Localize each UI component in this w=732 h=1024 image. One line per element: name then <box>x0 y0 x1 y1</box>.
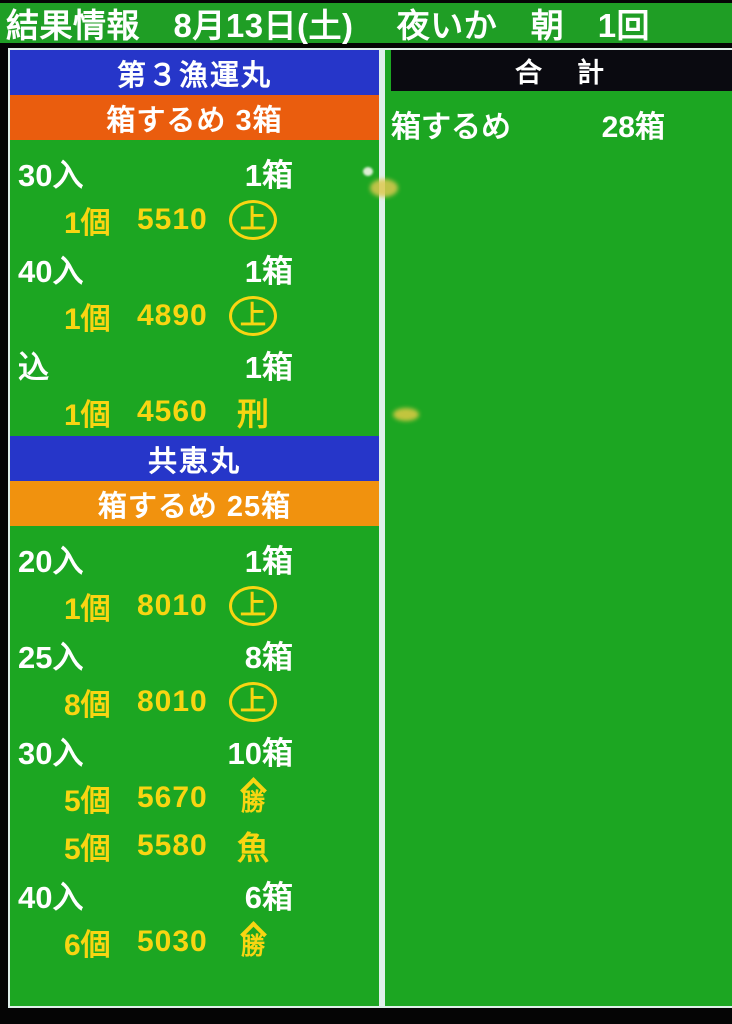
size-row: 25入 8箱 <box>10 630 379 678</box>
detail-row: 8個 8010 上 <box>10 678 379 726</box>
piece-count: 5個 <box>64 833 111 866</box>
price: 5510 <box>137 203 208 236</box>
price: 5030 <box>137 925 208 958</box>
total-header: 合 計 <box>391 50 732 91</box>
circled-ue-mark-icon: 上 <box>229 200 277 240</box>
box-count: 6箱 <box>244 879 293 915</box>
total-header-label: 合 計 <box>515 58 608 88</box>
boat-section: 第３漁運丸 箱するめ 3箱 30入 1箱 1個 5510 上 40入 1箱 1個 4890 上込 1箱 1… <box>10 50 379 436</box>
left-panel: 第３漁運丸 箱するめ 3箱 30入 1箱 1個 5510 上 40入 1箱 1個 4890 上込 1箱 1… <box>8 48 381 1008</box>
boat-section: 共恵丸 箱するめ 25箱 20入 1箱 1個 8010 上 25入 8箱 8個 8010 上 30入 10… <box>10 436 379 966</box>
size-row: 30入 1箱 <box>10 148 379 196</box>
detail-row: 1個 4560 刑 <box>10 388 379 436</box>
size-label: 30入 <box>18 157 84 193</box>
box-count: 1箱 <box>244 543 293 579</box>
size-label: 40入 <box>18 879 84 915</box>
box-count: 1箱 <box>244 349 293 385</box>
piece-count: 1個 <box>64 399 111 432</box>
boat-name-header: 共恵丸 <box>10 436 379 481</box>
yama-katsu-mark-icon: 勝 <box>229 777 277 816</box>
size-row: 30入 10箱 <box>10 726 379 774</box>
piece-count: 8個 <box>64 689 111 722</box>
kei-mark-icon: 刑 <box>236 396 269 432</box>
total-value: 28箱 <box>601 111 665 144</box>
section-rows: 20入 1箱 1個 8010 上 25入 8箱 8個 8010 上 30入 10箱 5個 5670 勝 5個 5… <box>10 526 379 966</box>
price: 8010 <box>137 685 208 718</box>
box-count: 8箱 <box>244 639 293 675</box>
title-bar: 結果情報 8月13日(土) 夜いか 朝 1回 <box>0 3 732 44</box>
size-row: 込 1箱 <box>10 340 379 388</box>
price: 4890 <box>137 299 208 332</box>
price: 5670 <box>137 781 208 814</box>
page-title: 結果情報 8月13日(土) 夜いか 朝 1回 <box>6 7 651 44</box>
piece-count: 6個 <box>64 929 111 962</box>
circled-ue-mark-icon: 上 <box>229 296 277 336</box>
box-count: 1箱 <box>244 157 293 193</box>
boat-name-header: 第３漁運丸 <box>10 50 379 95</box>
box-count: 1箱 <box>244 253 293 289</box>
price: 8010 <box>137 589 208 622</box>
size-row: 40入 1箱 <box>10 244 379 292</box>
circled-ue-mark-icon: 上 <box>229 586 277 626</box>
product-header: 箱するめ 3箱 <box>10 95 379 140</box>
price: 4560 <box>137 395 208 428</box>
uo-mark-icon: 魚 <box>236 830 269 866</box>
yama-katsu-mark-icon: 勝 <box>229 921 277 960</box>
mark-char: 勝 <box>241 789 265 816</box>
size-label: 25入 <box>18 639 84 675</box>
total-label: 箱するめ <box>391 111 511 144</box>
mark-char: 勝 <box>241 933 265 960</box>
total-row: 箱するめ 28箱 <box>385 101 732 147</box>
size-row: 40入 6箱 <box>10 870 379 918</box>
detail-row: 1個 4890 上 <box>10 292 379 340</box>
size-label: 30入 <box>18 735 84 771</box>
piece-count: 1個 <box>64 303 111 336</box>
section-rows: 30入 1箱 1個 5510 上 40入 1箱 1個 4890 上込 1箱 1個 4560 刑 <box>10 140 379 436</box>
total-rows: 箱するめ 28箱 <box>385 91 732 147</box>
detail-row: 1個 5510 上 <box>10 196 379 244</box>
size-label: 込 <box>18 349 49 385</box>
circled-ue-mark-icon: 上 <box>229 682 277 722</box>
piece-count: 1個 <box>64 593 111 626</box>
size-label: 40入 <box>18 253 84 289</box>
size-label: 20入 <box>18 543 84 579</box>
box-count: 10箱 <box>227 735 293 771</box>
piece-count: 5個 <box>64 785 111 818</box>
detail-row: 6個 5030 勝 <box>10 918 379 966</box>
detail-row: 5個 5670 勝 <box>10 774 379 822</box>
size-row: 20入 1箱 <box>10 534 379 582</box>
right-panel: 合 計 箱するめ 28箱 <box>381 48 732 1008</box>
detail-row: 5個 5580 魚 <box>10 822 379 870</box>
product-header: 箱するめ 25箱 <box>10 481 379 526</box>
detail-row: 1個 8010 上 <box>10 582 379 630</box>
price: 5580 <box>137 829 208 862</box>
piece-count: 1個 <box>64 207 111 240</box>
